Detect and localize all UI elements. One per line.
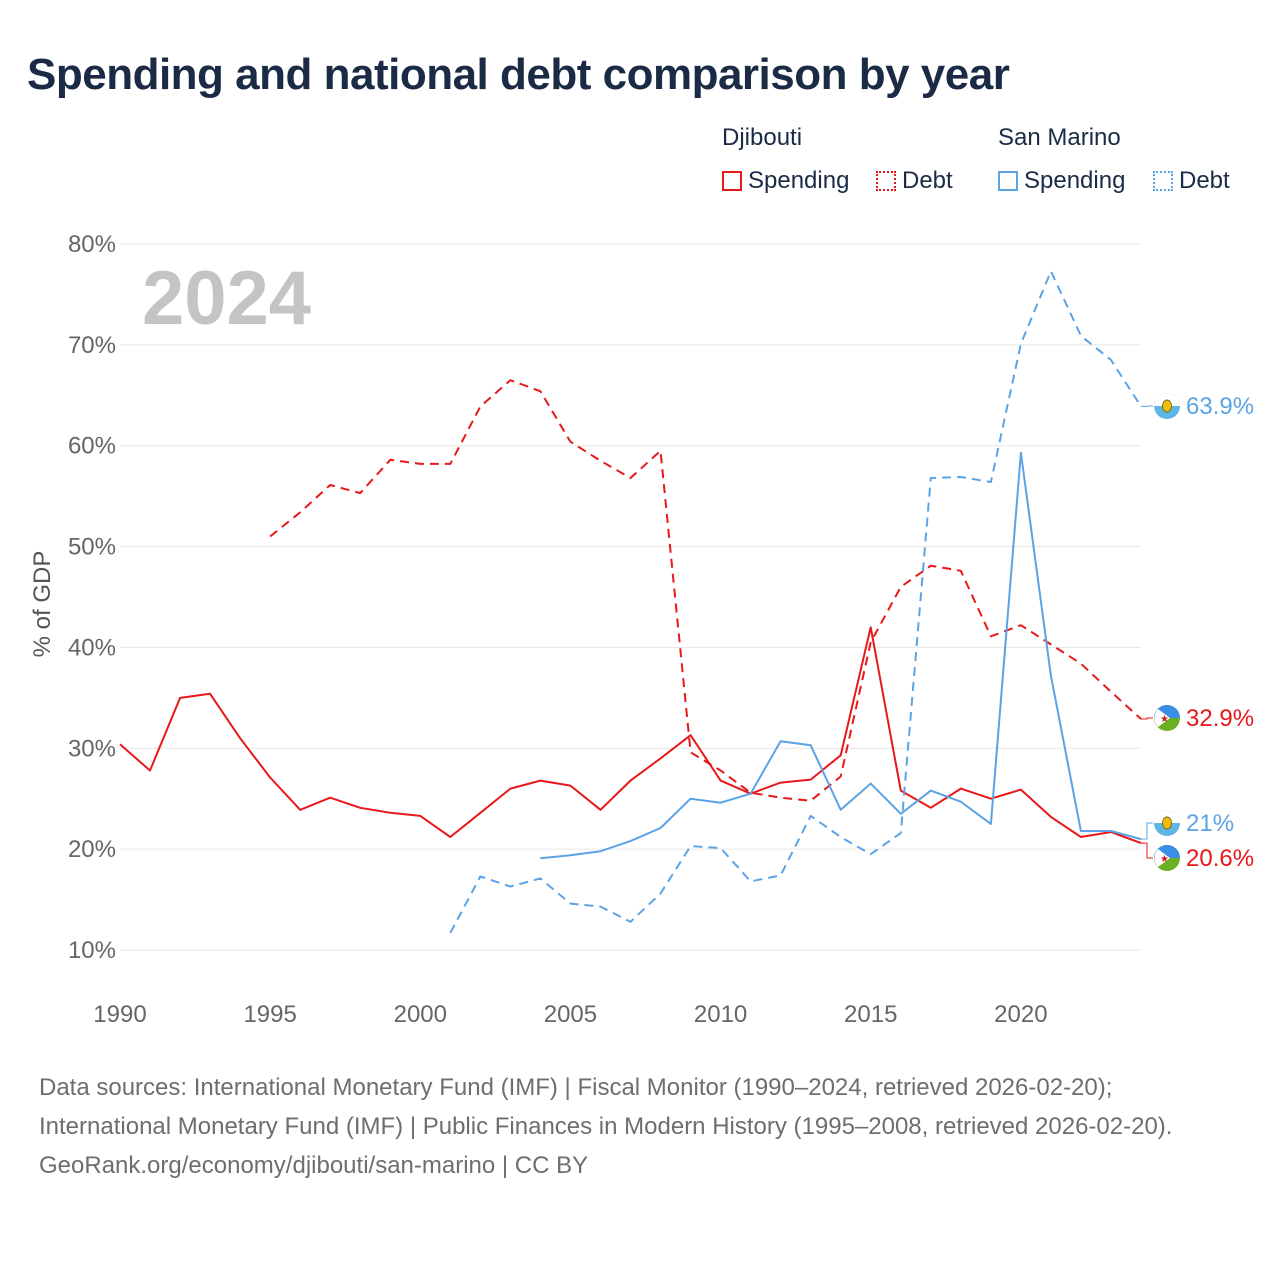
- legend-title-djibouti: Djibouti: [722, 124, 803, 151]
- footer: Data sources: International Monetary Fun…: [39, 1068, 1239, 1185]
- x-tick-label: 1995: [243, 1001, 296, 1028]
- flag-star-icon: ★: [1160, 854, 1169, 865]
- x-tick-label: 2010: [694, 1001, 747, 1028]
- y-tick-label: 50%: [68, 534, 116, 561]
- san-marino-flag-icon: [1154, 810, 1180, 836]
- series-line-djibouti-spending: [119, 626, 1142, 845]
- end-value-label: 21%: [1186, 810, 1234, 837]
- flag-emblem: [1162, 399, 1172, 413]
- end-value-label: 32.9%: [1186, 705, 1254, 732]
- legend-label: Spending: [748, 167, 850, 194]
- attribution-link[interactable]: GeoRank.org/economy/djibouti/san-marino …: [39, 1152, 589, 1179]
- legend-item-san-marino-spending[interactable]: Spending: [998, 166, 1125, 196]
- x-tick-label: 2005: [544, 1001, 597, 1028]
- legend-label: Spending: [1024, 167, 1126, 194]
- end-value-label: 63.9%: [1186, 393, 1254, 420]
- connector-djibouti-debt: [1141, 717, 1153, 720]
- year-watermark: 2024: [142, 256, 311, 341]
- connector-san-marino-spending: [1141, 822, 1153, 840]
- legend-swatch-dotted-blue: [1153, 171, 1173, 191]
- series-line-san-marino-spending: [540, 451, 1142, 860]
- y-tick-label: 60%: [68, 433, 116, 460]
- legend-swatch-solid-blue: [998, 171, 1018, 191]
- flag-emblem: [1162, 816, 1172, 830]
- flag-white: [1154, 849, 1170, 867]
- legend-title-san-marino: San Marino: [998, 124, 1121, 151]
- legend-swatch-solid-red: [722, 171, 742, 191]
- djibouti-flag-icon: ★: [1154, 705, 1180, 731]
- legend-item-djibouti-spending[interactable]: Spending: [722, 166, 849, 196]
- x-tick-label: 1990: [93, 1001, 146, 1028]
- x-tick-label: 2020: [994, 1001, 1047, 1028]
- y-tick-label: 30%: [68, 735, 116, 762]
- line-chart: 2024 10% 20% 30% 40% 50% 60% 70% 80% 1990 1995 20…: [29, 231, 1254, 1028]
- legend-swatch-dotted-red: [876, 171, 896, 191]
- y-tick-label: 20%: [68, 836, 116, 863]
- data-sources: Data sources: International Monetary Fun…: [39, 1074, 1173, 1140]
- series-line-san-marino-debt: [449, 270, 1142, 934]
- y-tick-label: 10%: [68, 937, 116, 964]
- djibouti-flag-icon: ★: [1154, 845, 1180, 871]
- flag-white: [1154, 709, 1170, 727]
- legend-item-san-marino-debt[interactable]: Debt: [1153, 166, 1230, 196]
- x-tick-label: 2000: [394, 1001, 447, 1028]
- legend-label: Debt: [902, 167, 953, 194]
- san-marino-flag-icon: [1154, 393, 1180, 419]
- legend-label: Debt: [1179, 167, 1230, 194]
- end-value-label: 20.6%: [1186, 845, 1254, 872]
- y-tick-label: 80%: [68, 231, 116, 258]
- y-axis-label: % of GDP: [29, 551, 56, 658]
- x-tick-label: 2015: [844, 1001, 897, 1028]
- series-line-djibouti-debt: [269, 379, 1142, 802]
- y-tick-label: 40%: [68, 634, 116, 661]
- chart-title: Spending and national debt comparison by…: [27, 50, 1010, 99]
- flag-star-icon: ★: [1160, 714, 1169, 725]
- connector-djibouti-spending: [1141, 842, 1153, 859]
- legend-item-djibouti-debt[interactable]: Debt: [876, 166, 953, 196]
- y-tick-label: 70%: [68, 332, 116, 359]
